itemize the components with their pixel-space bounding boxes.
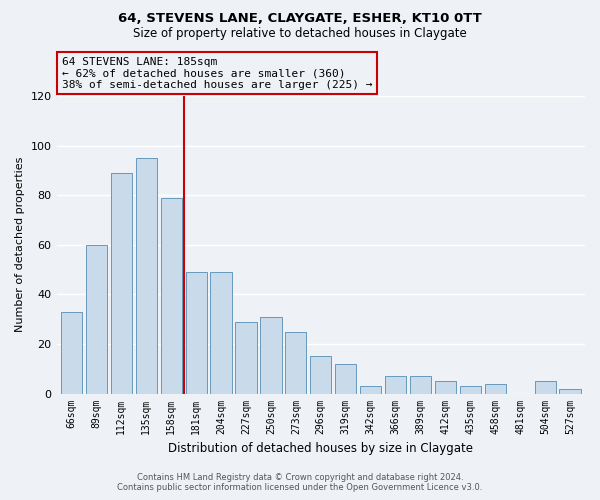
- Bar: [535, 381, 556, 394]
- Bar: [485, 384, 506, 394]
- Text: 64 STEVENS LANE: 185sqm
← 62% of detached houses are smaller (360)
38% of semi-d: 64 STEVENS LANE: 185sqm ← 62% of detache…: [62, 56, 373, 90]
- Bar: [559, 388, 581, 394]
- Bar: [161, 198, 182, 394]
- Y-axis label: Number of detached properties: Number of detached properties: [15, 157, 25, 332]
- Bar: [360, 386, 381, 394]
- Bar: [111, 173, 132, 394]
- Bar: [211, 272, 232, 394]
- Bar: [410, 376, 431, 394]
- Bar: [285, 332, 307, 394]
- Text: Size of property relative to detached houses in Claygate: Size of property relative to detached ho…: [133, 28, 467, 40]
- Bar: [136, 158, 157, 394]
- Bar: [61, 312, 82, 394]
- Bar: [435, 381, 456, 394]
- Text: Contains HM Land Registry data © Crown copyright and database right 2024.
Contai: Contains HM Land Registry data © Crown c…: [118, 473, 482, 492]
- Bar: [385, 376, 406, 394]
- Bar: [310, 356, 331, 394]
- Bar: [335, 364, 356, 394]
- X-axis label: Distribution of detached houses by size in Claygate: Distribution of detached houses by size …: [168, 442, 473, 455]
- Bar: [235, 322, 257, 394]
- Bar: [86, 244, 107, 394]
- Text: 64, STEVENS LANE, CLAYGATE, ESHER, KT10 0TT: 64, STEVENS LANE, CLAYGATE, ESHER, KT10 …: [118, 12, 482, 26]
- Bar: [460, 386, 481, 394]
- Bar: [260, 316, 281, 394]
- Bar: [185, 272, 207, 394]
